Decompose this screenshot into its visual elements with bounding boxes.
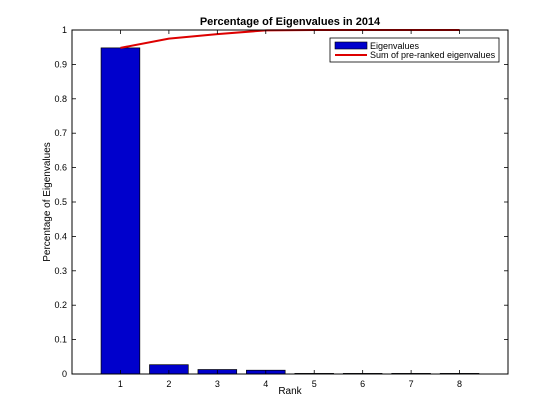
x-tick-label-1: 1	[118, 379, 123, 389]
y-tick-label-0.9: 0.9	[54, 59, 67, 69]
y-tick-label-0.4: 0.4	[54, 231, 67, 241]
y-tick-label-0.1: 0.1	[54, 335, 67, 345]
y-tick-label-0: 0	[62, 369, 67, 379]
chart-title: Percentage of Eigenvalues in 2014	[200, 16, 381, 28]
legend-swatch-eigenvalues	[334, 41, 368, 50]
legend-label-cumulative-sum: Sum of pre-ranked eigenvalues	[370, 50, 496, 60]
x-tick-label-6: 6	[360, 379, 365, 389]
x-tick-label-3: 3	[215, 379, 220, 389]
x-tick-label-4: 4	[263, 379, 268, 389]
y-axis-label: Percentage of Eigenvalues	[42, 142, 53, 262]
y-tick-label-0.6: 0.6	[54, 163, 67, 173]
x-axis-label: Rank	[278, 386, 302, 397]
y-tick-label-1: 1	[62, 25, 67, 35]
legend: Eigenvalues Sum of pre-ranked eigenvalue…	[329, 37, 500, 63]
x-tick-label-2: 2	[166, 379, 171, 389]
legend-label-eigenvalues: Eigenvalues	[370, 41, 420, 51]
y-tick-label-0.2: 0.2	[54, 300, 67, 310]
y-tick-label-0.5: 0.5	[54, 197, 67, 207]
bar-rank-1	[100, 47, 141, 375]
y-tick-label-0.3: 0.3	[54, 266, 67, 276]
x-tick-label-8: 8	[457, 379, 462, 389]
x-tick-label-7: 7	[409, 379, 414, 389]
y-tick-label-0.8: 0.8	[54, 94, 67, 104]
axis-ticks: 1 2 3 4 5 6 7 8 0 0.1 0.2 0.3 0.4 0.5 0.6 0.7 0.8 0.9 1	[54, 25, 508, 389]
x-tick-label-5: 5	[312, 379, 317, 389]
y-tick-label-0.7: 0.7	[54, 128, 67, 138]
